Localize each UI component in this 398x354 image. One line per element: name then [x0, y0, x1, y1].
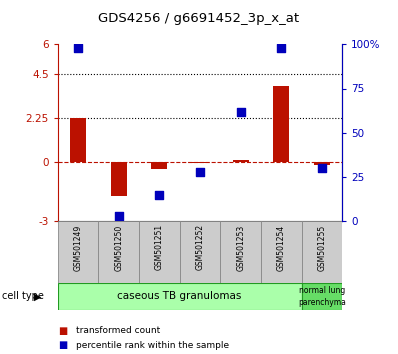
Bar	[273, 86, 289, 162]
Text: GSM501253: GSM501253	[236, 224, 245, 270]
Bar	[232, 160, 249, 162]
Point	[156, 192, 162, 198]
Text: percentile rank within the sample: percentile rank within the sample	[76, 341, 229, 350]
Text: GSM501251: GSM501251	[155, 224, 164, 270]
Text: transformed count: transformed count	[76, 326, 160, 336]
Text: ▶: ▶	[34, 291, 41, 302]
Text: ■: ■	[58, 326, 67, 336]
Bar	[151, 162, 168, 169]
Text: GSM501250: GSM501250	[114, 224, 123, 270]
Bar	[192, 162, 208, 163]
Bar	[261, 221, 302, 283]
Text: GSM501254: GSM501254	[277, 224, 286, 270]
Point	[197, 169, 203, 175]
Text: caseous TB granulomas: caseous TB granulomas	[117, 291, 242, 302]
Bar	[302, 283, 342, 310]
Text: GSM501252: GSM501252	[195, 224, 205, 270]
Bar	[179, 221, 220, 283]
Text: normal lung
parenchyma: normal lung parenchyma	[298, 286, 346, 307]
Bar	[111, 162, 127, 196]
Bar	[98, 221, 139, 283]
Bar	[302, 221, 342, 283]
Text: ■: ■	[58, 340, 67, 350]
Bar	[139, 221, 179, 283]
Text: GSM501255: GSM501255	[318, 224, 326, 270]
Bar	[58, 283, 302, 310]
Point	[278, 45, 285, 51]
Text: GSM501249: GSM501249	[74, 224, 82, 270]
Point	[115, 213, 122, 219]
Bar	[220, 221, 261, 283]
Bar	[70, 118, 86, 162]
Bar	[314, 162, 330, 165]
Point	[238, 109, 244, 114]
Text: GDS4256 / g6691452_3p_x_at: GDS4256 / g6691452_3p_x_at	[98, 12, 300, 25]
Point	[319, 165, 325, 171]
Bar	[58, 221, 98, 283]
Point	[75, 45, 81, 51]
Text: cell type: cell type	[2, 291, 44, 302]
